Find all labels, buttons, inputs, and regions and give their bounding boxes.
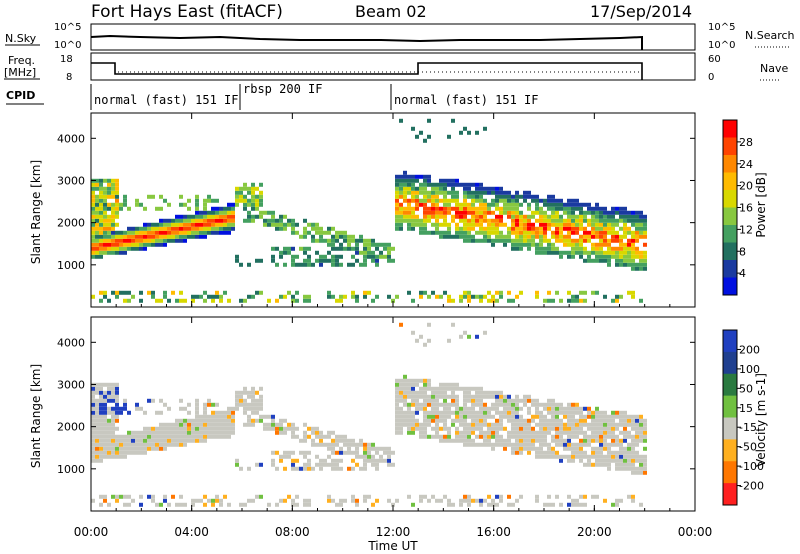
nsearch-label: N.Search [745,29,795,42]
freq-label-line1: Freq. [8,54,35,67]
nsearch-tick-bottom: 10^0 [708,40,735,51]
colorbar-swatch [723,225,737,243]
ytick-label: 2000 [57,217,85,230]
ytick-label: 4000 [57,132,85,145]
freq-tick-bottom: 8 [66,72,72,83]
colorbar-tick-label: -200 [739,480,764,493]
ytick-label: 1000 [57,463,85,476]
velocity-colorbar-label: Velocity [m s-1] [754,373,768,467]
colorbar-swatch [723,207,737,226]
xaxis-label: Time UT [367,539,418,553]
colorbar-tick-label: 16 [739,202,753,215]
colorbar-tick-label: 100 [739,363,760,376]
colorbar-swatch [723,373,737,397]
velocity-data-field [91,322,647,507]
cpid-row: CPID normal (fast) 151 IF rbsp 200 IF no… [6,82,539,110]
velocity-ylabel: Slant Range [km] [29,364,43,468]
freq-panel: Freq. [MHz] 18 8 60 0 Nave [4,52,788,83]
power-ylabel: Slant Range [km] [29,160,43,264]
nsky-label: N.Sky [5,32,37,45]
colorbar-swatch [723,155,737,173]
ytick-label: 3000 [57,378,85,391]
colorbar-tick-label: -50 [739,441,757,454]
xtick-label: 04:00 [174,525,209,539]
velocity-colorbar: 200 100 50 15 -15 -50 -100 -200 [722,329,764,506]
freq-tick-top: 18 [60,54,73,65]
xtick-label: 12:00 [376,525,411,539]
colorbar-swatch [723,242,737,261]
xtick-label: 16:00 [476,525,511,539]
colorbar-swatch [723,277,737,296]
colorbar-tick-label: 24 [739,158,753,171]
nave-label: Nave [760,62,788,75]
colorbar-tick-label: 12 [739,223,753,236]
colorbar-swatch [723,120,737,138]
nave-tick-bottom: 0 [708,72,714,83]
velocity-panel: Slant Range [km] 1000 2000 3000 4000 [29,316,696,512]
colorbar-tick-label: 28 [739,136,753,149]
ytick-label: 3000 [57,174,85,187]
colorbar-swatch [723,351,737,375]
colorbar-swatch [723,483,737,506]
colorbar-tick-label: 15 [739,402,753,415]
colorbar-swatch [723,260,737,278]
colorbar-swatch [723,172,737,191]
colorbar-tick-label: 4 [739,267,746,280]
cpid-segment-3: normal (fast) 151 IF [394,93,539,107]
nsky-tick-bottom: 10^0 [54,40,81,51]
colorbar-swatch [723,395,737,418]
time-axis: 00:00 04:00 08:00 12:00 16:00 20:00 00:00 [74,113,713,539]
xtick-label: 20:00 [577,525,612,539]
nsearch-tick-top: 10^5 [708,22,735,33]
colorbar-tick-label: 20 [739,180,753,193]
power-colorbar-label: Power [dB] [754,172,768,237]
power-data-field [91,118,647,303]
ytick-label: 4000 [57,336,85,349]
nsky-trace [90,34,643,50]
cpid-segment-2: rbsp 200 IF [243,82,322,96]
colorbar-tick-label: -15 [739,421,757,434]
colorbar-swatch [723,137,737,156]
colorbar-tick-label: 50 [739,382,753,395]
ytick-label: 2000 [57,421,85,434]
cpid-label: CPID [6,89,35,102]
power-panel: Slant Range [km] 1000 2000 3000 4000 [29,112,696,308]
power-colorbar: 28 24 20 16 12 8 4 [722,119,753,296]
xtick-label: 00:00 [74,525,109,539]
colorbar-swatch [723,439,737,462]
colorbar-swatch [723,461,737,484]
colorbar-swatch [723,330,737,353]
freq-label-line2: [MHz] [4,66,36,79]
colorbar-tick-label: 8 [739,245,746,258]
nsky-tick-top: 10^5 [54,22,81,33]
cpid-segment-1: normal (fast) 151 IF [94,93,239,107]
colorbar-swatch [723,417,737,440]
colorbar-tick-label: -100 [739,460,764,473]
xtick-label: 08:00 [275,525,310,539]
colorbar-swatch [723,190,737,208]
beam-label: Beam 02 [355,2,427,21]
xtick-label: 00:00 [678,525,713,539]
nave-tick-top: 60 [708,54,721,65]
station-title: Fort Hays East (fitACF) [91,2,283,22]
colorbar-tick-label: 200 [739,343,760,356]
ytick-label: 1000 [57,259,85,272]
date-label: 17/Sep/2014 [590,2,692,21]
freq-trace [91,62,643,80]
nsky-panel: N.Sky 10^5 10^0 10^5 10^0 N.Search [5,22,795,51]
